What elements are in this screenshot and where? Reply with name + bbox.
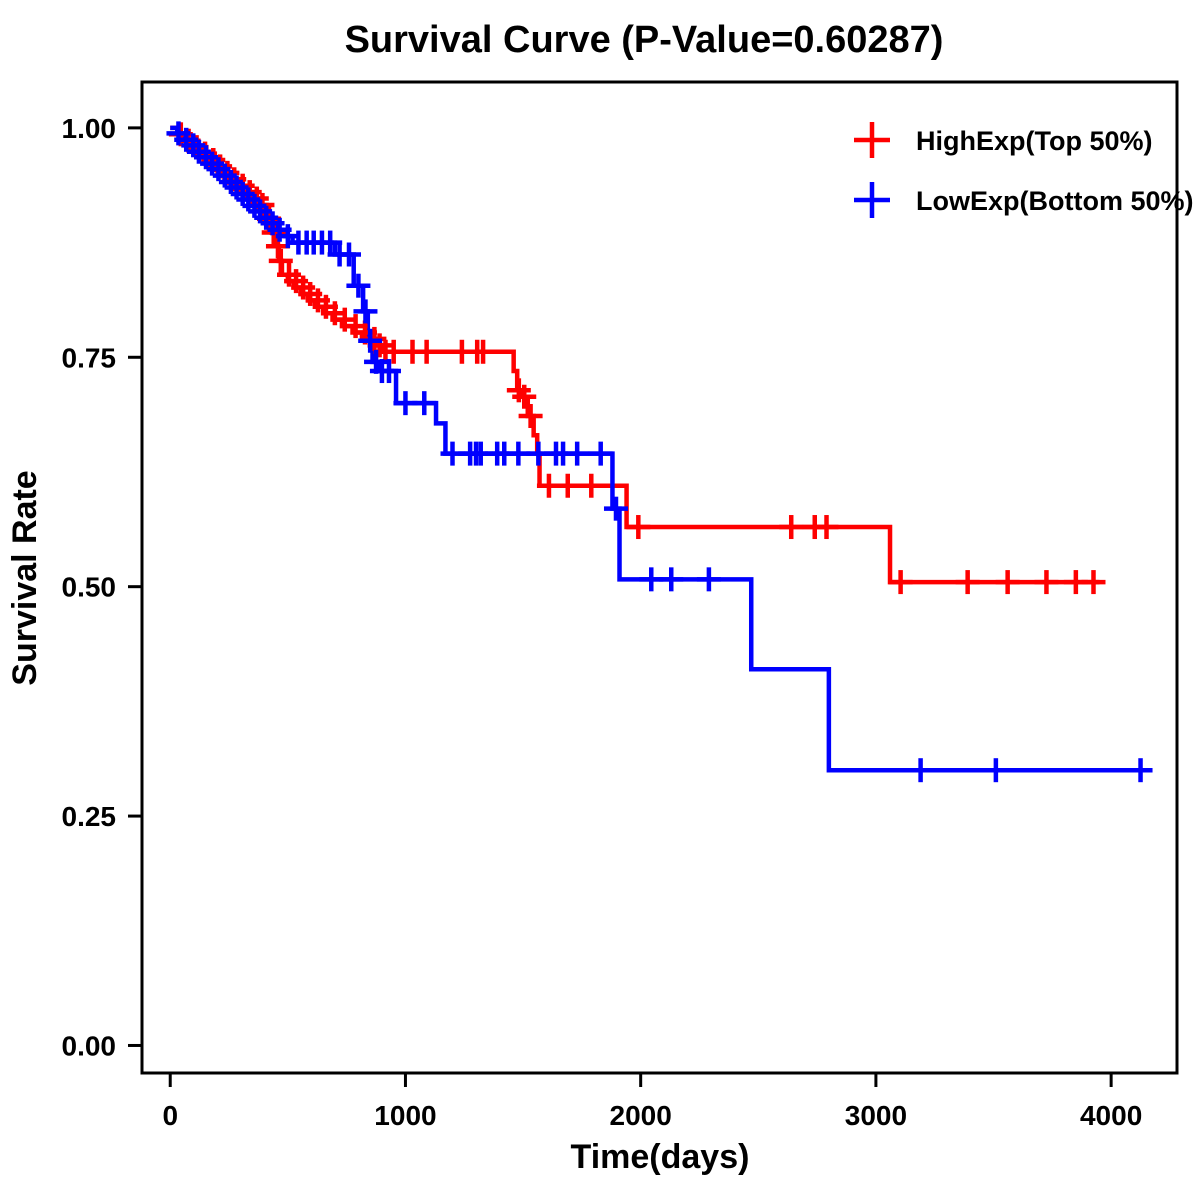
censor-plus-marker (471, 339, 496, 364)
censor-plus-marker (518, 404, 543, 429)
censor-plus-marker (579, 473, 604, 498)
censor-plus-marker (230, 181, 255, 206)
censor-plus-marker (779, 515, 804, 540)
censor-plus-marker (1128, 758, 1153, 783)
y-tick-label: 0.50 (62, 572, 117, 603)
censor-plus-marker (626, 515, 651, 540)
censor-plus-marker (1034, 570, 1059, 595)
x-tick-label: 2000 (610, 1100, 672, 1131)
y-tick-label: 0.25 (62, 801, 117, 832)
censor-plus-marker (955, 570, 980, 595)
censor-plus-marker (565, 441, 590, 466)
x-tick-label: 4000 (1080, 1100, 1142, 1131)
chart-title: Survival Curve (P-Value=0.60287) (345, 19, 944, 61)
censor-plus-marker (814, 515, 839, 540)
censor-plus-marker (512, 384, 537, 409)
plus-marker-icon (854, 122, 890, 158)
survival-step-curve-lowexp (170, 125, 1145, 773)
legend: HighExp(Top 50%) LowExp(Bottom 50%) (854, 122, 1194, 218)
x-tick-label: 1000 (374, 1100, 436, 1131)
censor-plus-marker (659, 567, 684, 592)
censor-plus-marker (888, 570, 913, 595)
x-axis-title: Time(days) (571, 1138, 750, 1176)
censor-plus-marker (588, 441, 613, 466)
censor-plus-marker (603, 496, 628, 521)
censor-plus-marker (358, 328, 383, 353)
censor-plus-marker (218, 170, 243, 195)
censor-plus-marker (268, 248, 293, 273)
plot-frame (140, 80, 1179, 1075)
y-tick-label: 0.00 (62, 1030, 117, 1061)
y-axis-title: Survival Rate (6, 470, 44, 685)
censor-plus-marker (376, 359, 401, 384)
censor-plus-marker (353, 299, 378, 324)
y-axis: 0.00 0.25 0.50 0.75 1.00 (62, 113, 142, 1061)
legend-label: HighExp(Top 50%) (916, 126, 1153, 156)
legend-entry-lowexp[interactable]: LowExp(Bottom 50%) (854, 182, 1194, 218)
censor-markers-layer (166, 121, 1153, 783)
censor-plus-marker (412, 391, 437, 416)
curves-layer (170, 125, 1145, 773)
x-tick-label: 0 (162, 1100, 178, 1131)
legend-entry-highexp[interactable]: HighExp(Top 50%) (854, 122, 1153, 158)
censor-plus-marker (242, 193, 267, 218)
censor-plus-marker (696, 567, 721, 592)
censor-plus-marker (414, 339, 439, 364)
censor-plus-marker (555, 473, 580, 498)
censor-plus-marker (337, 242, 361, 267)
x-tick-label: 3000 (845, 1100, 907, 1131)
censor-plus-marker (908, 758, 933, 783)
censor-plus-marker (1081, 570, 1106, 595)
censor-plus-marker (346, 273, 371, 298)
plus-marker-icon (854, 182, 890, 218)
censor-plus-marker (995, 570, 1020, 595)
censor-plus-marker (983, 758, 1008, 783)
y-tick-label: 0.75 (62, 342, 117, 373)
y-tick-label: 1.00 (62, 113, 117, 144)
legend-label: LowExp(Bottom 50%) (916, 186, 1194, 216)
x-axis: 0 1000 2000 3000 4000 (162, 1073, 1142, 1131)
